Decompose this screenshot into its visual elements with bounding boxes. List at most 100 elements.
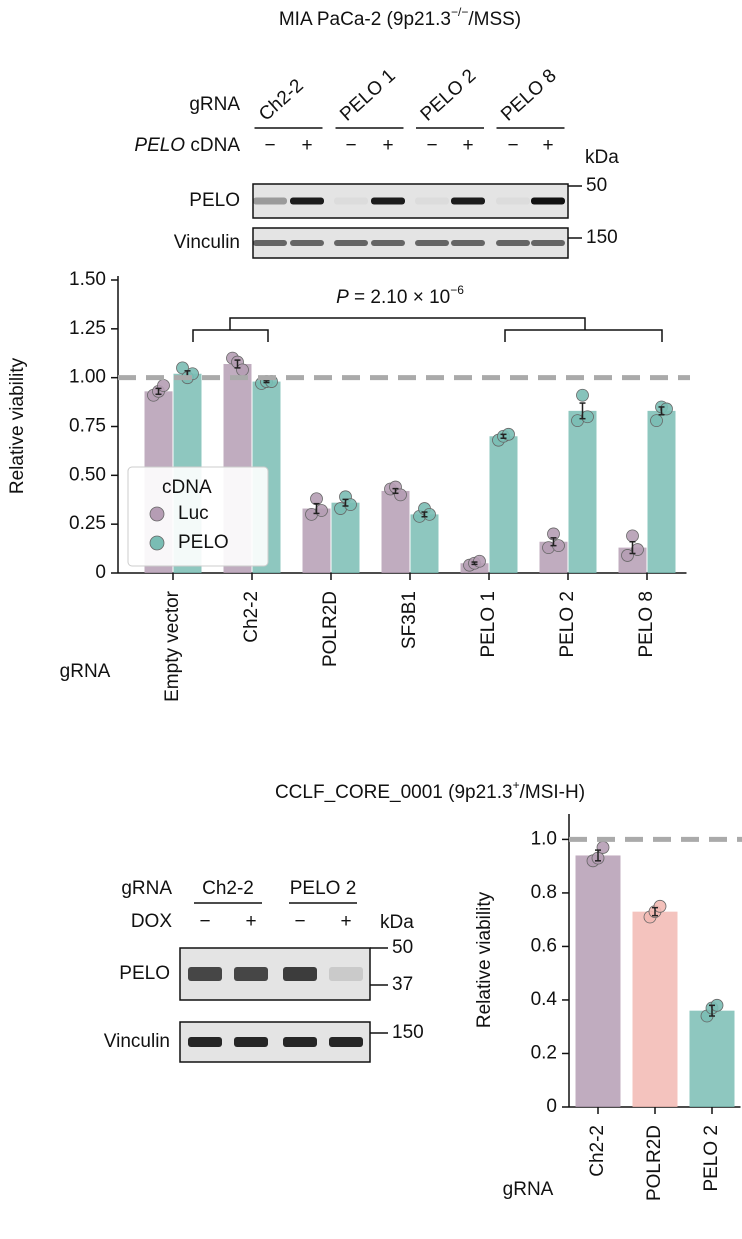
blot-treatment-label: DOX: [131, 911, 173, 932]
replicate-point: [631, 543, 644, 556]
replicate-point: [621, 549, 634, 562]
replicate-point: [344, 498, 357, 512]
replicate-point: [660, 402, 673, 416]
blot-sign: +: [542, 135, 553, 156]
blot-grna: PELO 1: [336, 65, 400, 125]
replicate-point: [394, 488, 407, 502]
y-tick-label: 0.6: [531, 935, 557, 956]
blot-band: [329, 1037, 363, 1047]
x-tick-label: SF3B1: [399, 591, 420, 649]
p-part: P: [336, 287, 349, 308]
blot-grna-label: gRNA: [189, 94, 240, 115]
blot-band: [531, 240, 565, 246]
title-part: /MSI-H): [520, 782, 585, 803]
y-tick-label: 0.50: [69, 464, 106, 485]
blot-band: [329, 967, 363, 981]
blot-band: [451, 240, 485, 246]
y-tick-label: 0.75: [69, 416, 106, 437]
marker-label: 150: [392, 1022, 424, 1043]
significance-bracket: [192, 317, 663, 342]
title-part: −/−: [451, 5, 468, 19]
y-tick-label: 1.25: [69, 318, 106, 339]
p-part: −6: [450, 283, 464, 297]
bar: [410, 514, 439, 573]
blot-band: [334, 197, 368, 205]
bar: [575, 855, 621, 1107]
blot-grna: Ch2-2: [255, 75, 308, 125]
x-tick-label: Empty vector: [162, 590, 183, 702]
x-tick-label: POLR2D: [320, 591, 341, 667]
x-tick-label: POLR2D: [644, 1125, 665, 1201]
bar: [632, 911, 678, 1107]
blot-band: [371, 240, 405, 246]
replicate-point: [473, 554, 486, 568]
bar: [647, 410, 676, 573]
replicate-point: [581, 410, 594, 424]
blot-band: [290, 197, 324, 205]
blot-band: [188, 1037, 222, 1047]
blot-sign: −: [294, 911, 305, 932]
y-tick-label: 0.8: [531, 882, 557, 903]
blot-band: [415, 197, 449, 205]
y-tick-label: 0: [95, 562, 106, 583]
blot-sign: +: [301, 135, 312, 156]
blot-band: [283, 1037, 317, 1047]
blot-sign: +: [340, 911, 351, 932]
treatment-part: PELO: [134, 135, 185, 156]
treatment-part: DOX: [131, 911, 173, 932]
y-axis-label: Relative viability: [474, 891, 495, 1028]
blot-kda: kDa: [380, 912, 414, 933]
x-axis-label: gRNA: [503, 1179, 554, 1200]
bar: [381, 490, 410, 573]
bar: [489, 436, 518, 573]
legend-label: Luc: [178, 503, 209, 524]
replicate-point: [157, 379, 170, 392]
blot-band: [234, 967, 268, 981]
blot-sign: −: [345, 135, 356, 156]
blot-band: [283, 967, 317, 981]
blot-kda: kDa: [585, 147, 619, 168]
x-tick-label: PELO 2: [557, 591, 578, 658]
blot-grna: PELO 2: [417, 65, 481, 125]
replicate-point: [650, 414, 663, 428]
blot-row-label: PELO: [189, 190, 240, 211]
legend-title: cDNA: [162, 477, 212, 498]
blot-row-label: Vinculin: [104, 1031, 170, 1052]
legend-swatch: [149, 535, 165, 551]
blot-band: [188, 967, 222, 981]
y-tick-label: 1.50: [69, 269, 106, 290]
y-tick-label: 1.00: [69, 367, 106, 388]
chart-title: CCLF_CORE_0001 (9p21.3+/MSI-H): [275, 778, 585, 803]
replicate-point: [653, 899, 667, 913]
y-axis-label: Relative viability: [7, 357, 28, 494]
blot-band: [334, 240, 368, 246]
bar: [302, 508, 331, 573]
blot-grna: PELO 2: [290, 878, 357, 899]
title-part: /MSS): [468, 9, 521, 30]
replicate-point: [576, 388, 589, 402]
marker-label: 50: [586, 175, 607, 196]
blot-band: [496, 197, 530, 205]
blot-band: [531, 197, 565, 205]
y-tick-label: 0.2: [531, 1042, 557, 1063]
p-part: = 2.10 × 10: [349, 287, 450, 308]
treatment-part: cDNA: [185, 135, 240, 156]
title-part: +: [513, 778, 520, 792]
legend-swatch: [149, 506, 165, 522]
blot-sign: +: [245, 911, 256, 932]
blot-band: [290, 240, 324, 246]
y-tick-label: 0.4: [531, 989, 558, 1010]
replicate-point: [236, 363, 249, 377]
blot-grna: Ch2-2: [202, 878, 254, 899]
blot-treatment-label: PELO cDNA: [134, 135, 240, 156]
blot-sign: −: [264, 135, 275, 156]
blot-band: [371, 197, 405, 205]
marker-label: 150: [586, 227, 618, 248]
y-tick-label: 0.25: [69, 513, 106, 534]
blot-row-label: PELO: [119, 963, 170, 984]
blot-band: [496, 240, 530, 246]
bar: [689, 1010, 735, 1107]
legend-label: PELO: [178, 532, 229, 553]
x-tick-label: Ch2-2: [587, 1125, 608, 1177]
